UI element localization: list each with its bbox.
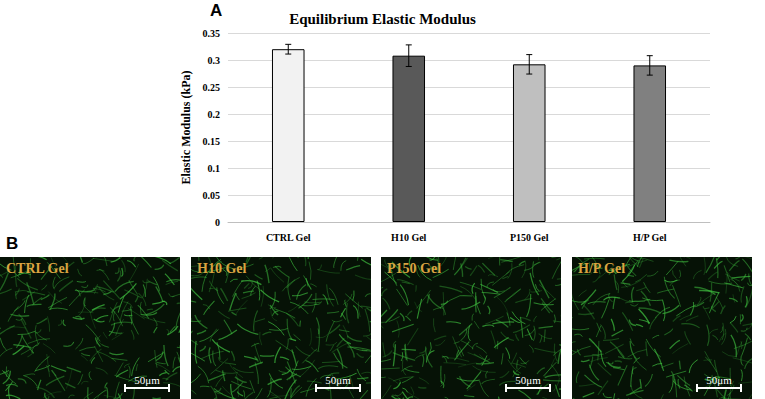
html-text:P150 Gel: P150 Gel [387, 261, 441, 276]
html-text:50μm: 50μm [134, 374, 160, 386]
svg-text:CTRL Gel: CTRL Gel [266, 232, 311, 243]
svg-text:Equilibrium Elastic Modulus: Equilibrium Elastic Modulus [289, 11, 476, 27]
svg-text:0.25: 0.25 [203, 82, 221, 93]
svg-text:H10 Gel: H10 Gel [391, 232, 426, 243]
svg-text:H/P Gel: H/P Gel [633, 232, 667, 243]
html-text:H/P Gel: H/P Gel [578, 261, 626, 276]
svg-text:0.2: 0.2 [208, 109, 221, 120]
html-text:B: B [6, 234, 19, 253]
svg-text:P150 Gel: P150 Gel [510, 232, 549, 243]
html-text:50μm: 50μm [515, 374, 541, 386]
svg-text:0.35: 0.35 [203, 28, 221, 39]
svg-text:0.3: 0.3 [208, 55, 221, 66]
svg-text:0.05: 0.05 [203, 190, 221, 201]
svg-text:0: 0 [215, 217, 220, 228]
html-text:50μm: 50μm [706, 374, 732, 386]
html-text:H10 Gel: H10 Gel [197, 261, 247, 276]
html-text:50μm: 50μm [325, 374, 351, 386]
html-text:A: A [210, 1, 223, 20]
svg-text:Elastic Modulus (kPa): Elastic Modulus (kPa) [179, 70, 193, 184]
svg-text:0.1: 0.1 [208, 163, 221, 174]
html-text:CTRL Gel: CTRL Gel [6, 261, 69, 276]
svg-text:0.15: 0.15 [203, 136, 221, 147]
